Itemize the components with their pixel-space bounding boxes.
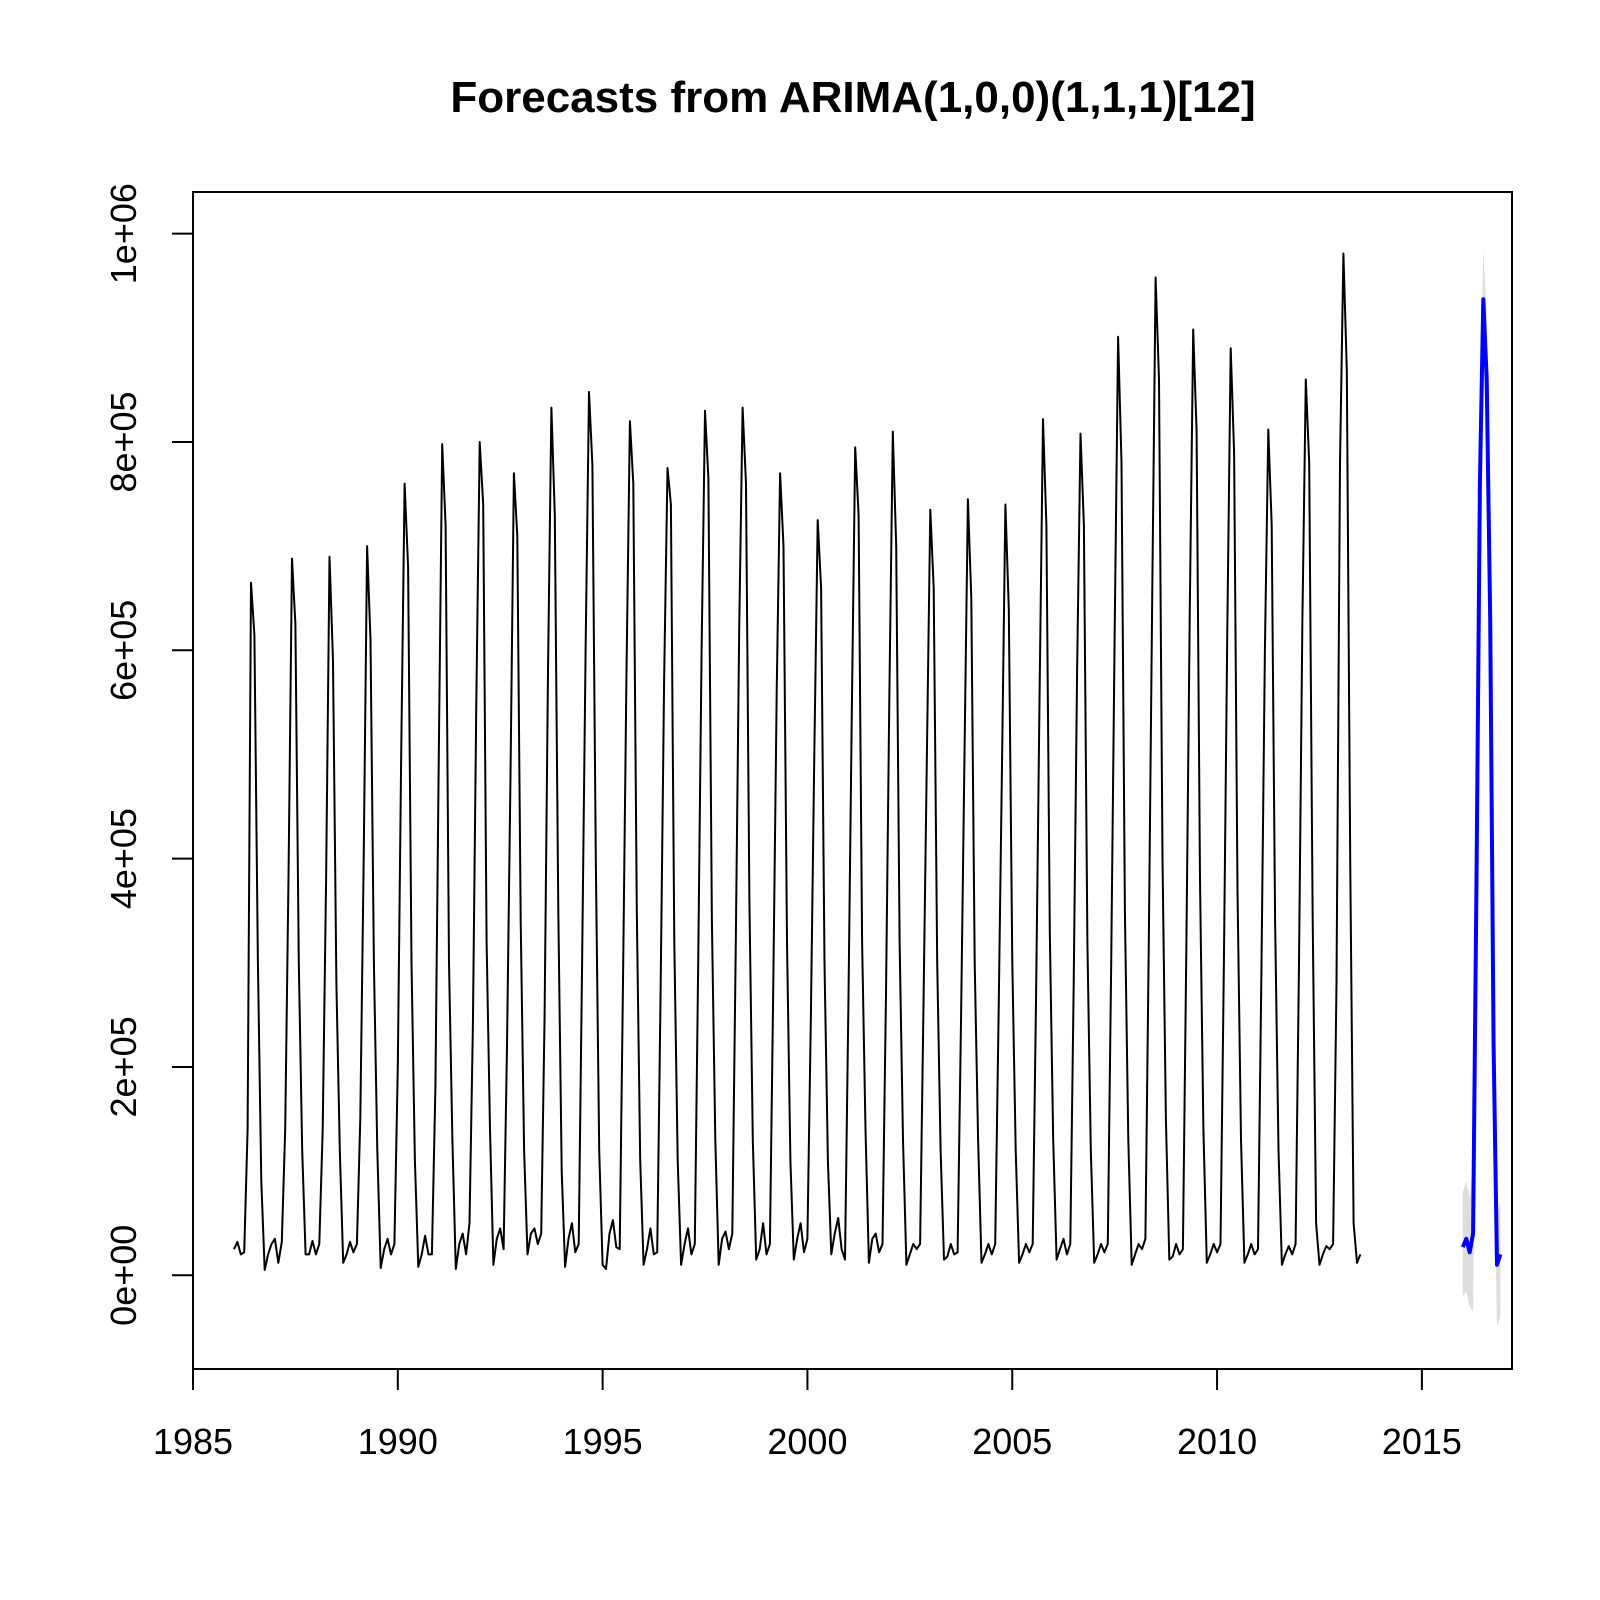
- x-axis: 1985 1990 1995 2000 2005 2010 2015: [153, 1368, 1462, 1462]
- forecast-series-line: [1460, 297, 1503, 1267]
- y-tick-label: 0e+00: [103, 1225, 144, 1326]
- y-tick-label: 6e+05: [103, 600, 144, 701]
- x-tick-label: 2010: [1177, 1421, 1257, 1462]
- y-tick-label: 8e+05: [103, 391, 144, 492]
- plot-area: [233, 249, 1503, 1328]
- x-tick-label: 2015: [1382, 1421, 1462, 1462]
- x-tick-label: 1985: [153, 1421, 233, 1462]
- x-tick-label: 2005: [972, 1421, 1052, 1462]
- y-axis: 0e+00 2e+05 4e+05 6e+05 8e+05 1e+06: [103, 183, 194, 1326]
- chart-title: Forecasts from ARIMA(1,0,0)(1,1,1)[12]: [450, 73, 1255, 122]
- x-tick-label: 1995: [563, 1421, 643, 1462]
- y-tick-label: 4e+05: [103, 808, 144, 909]
- y-tick-label: 2e+05: [103, 1016, 144, 1117]
- x-tick-label: 2000: [767, 1421, 847, 1462]
- x-tick-label: 1990: [358, 1421, 438, 1462]
- y-tick-label: 1e+06: [103, 183, 144, 284]
- plot-frame: [192, 191, 1513, 1370]
- history-series-line: [233, 252, 1362, 1271]
